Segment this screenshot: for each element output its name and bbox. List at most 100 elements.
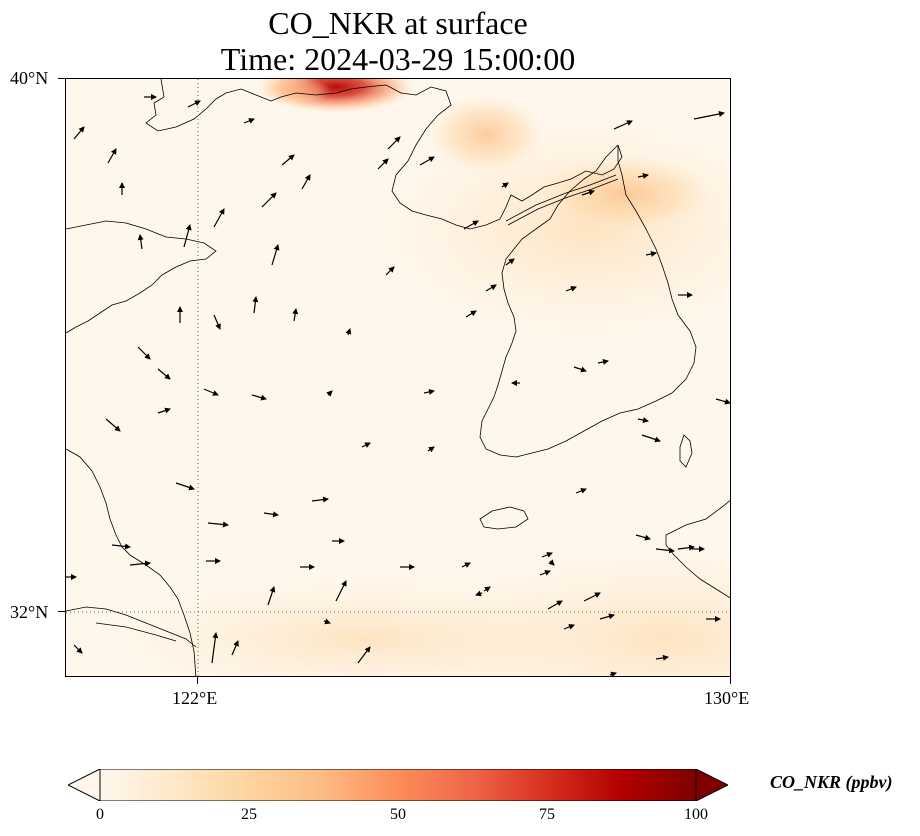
- wind-vector-arrow: [565, 286, 577, 292]
- wind-vector-arrow: [465, 310, 477, 318]
- colorbar-tick-label: 25: [241, 806, 257, 823]
- wind-vector-arrow: [301, 174, 311, 190]
- wind-vector-arrow: [377, 158, 389, 170]
- wind-vector-arrow: [655, 654, 669, 661]
- wind-vector-arrow: [419, 156, 435, 166]
- lon-tick-mark-122e: [197, 677, 198, 684]
- colorbar-gradient: [99, 768, 697, 802]
- wind-vector-arrow: [261, 192, 277, 208]
- wind-vector-arrow: [463, 220, 479, 230]
- colorbar-tick-label: 100: [684, 806, 708, 823]
- wind-vector-arrow: [345, 328, 352, 336]
- colorbar-label: CO_NKR (ppbv): [770, 772, 893, 792]
- wind-vector-arrow: [637, 417, 649, 423]
- concentration-field: [66, 79, 730, 676]
- wind-vector-arrow: [73, 126, 85, 140]
- wind-vector-arrow: [157, 407, 171, 414]
- colorbar-tick-label: 75: [539, 806, 555, 823]
- wind-vector-arrow: [267, 586, 276, 606]
- wind-vector-arrow: [539, 570, 551, 576]
- wind-vector-arrow: [677, 544, 695, 551]
- colorbar-extend-max: [695, 768, 730, 802]
- wind-vector-arrow: [311, 496, 329, 503]
- map-subtitle-time: Time: 2024-03-29 15:00:00: [220, 41, 576, 77]
- wind-vector-arrow: [693, 111, 725, 120]
- wind-vector-arrow: [387, 136, 401, 150]
- wind-vector-arrow: [271, 244, 280, 266]
- wind-vector-arrow: [583, 592, 601, 602]
- wind-vector-arrow: [213, 314, 221, 330]
- wind-vector-arrow: [213, 208, 225, 228]
- wind-vector-arrow: [609, 671, 617, 676]
- wind-vector-arrow: [501, 182, 509, 189]
- wind-vector-arrow: [111, 543, 131, 550]
- wind-vector-arrow: [599, 613, 615, 620]
- wind-vector-arrow: [252, 296, 259, 314]
- wind-vector-arrow: [475, 590, 483, 597]
- wind-vector-arrow: [183, 224, 192, 248]
- wind-vector-arrow: [505, 258, 515, 266]
- gridlines: [66, 79, 730, 676]
- wind-vector-arrow: [263, 511, 279, 518]
- wind-vector-arrow: [292, 308, 299, 322]
- wind-vector-arrow: [485, 284, 497, 292]
- wind-vector-arrow: [715, 398, 730, 405]
- wind-vector-field: [66, 94, 730, 676]
- wind-vector-arrow: [635, 534, 651, 541]
- wind-vector-arrow: [251, 394, 267, 401]
- wind-vector-arrow: [137, 346, 151, 360]
- wind-vector-arrow: [361, 442, 371, 448]
- map-plot-area: [65, 78, 731, 677]
- colorbar-graphic: [66, 768, 730, 802]
- wind-vector-arrow: [427, 446, 435, 453]
- wind-vector-arrow: [547, 600, 563, 610]
- wind-vector-arrow: [207, 521, 229, 528]
- lat-tick-mark-32n: [58, 611, 65, 612]
- wind-vector-arrow: [211, 632, 219, 664]
- lat-tick-label-40n: 40°N: [10, 68, 49, 88]
- wind-vector-arrow: [548, 559, 555, 566]
- wind-vector-arrow: [231, 640, 239, 656]
- wind-vector-arrow: [129, 560, 151, 567]
- wind-vector-arrow: [105, 418, 121, 432]
- wind-vector-arrow: [335, 580, 347, 602]
- wind-vector-arrow: [323, 618, 331, 625]
- wind-vector-arrow: [641, 434, 661, 443]
- wind-vector-arrow: [575, 488, 587, 494]
- coastlines: [66, 79, 730, 676]
- wind-vector-arrow: [157, 368, 171, 380]
- wind-vector-arrow: [483, 586, 491, 593]
- wind-vector-arrow: [461, 562, 471, 568]
- wind-vector-arrow: [243, 118, 255, 124]
- lat-tick-label-32n: 32°N: [10, 602, 49, 622]
- wind-vector-arrow: [175, 482, 195, 491]
- wind-vector-arrow: [645, 251, 657, 257]
- wind-vector-arrow: [655, 547, 675, 554]
- colorbar-tick-label: 50: [390, 806, 406, 823]
- wind-vector-arrow: [597, 359, 609, 365]
- lon-tick-mark-130e: [730, 677, 731, 684]
- wind-vector-arrow: [385, 266, 395, 276]
- colorbar: [66, 768, 730, 802]
- lat-tick-mark-40n: [58, 78, 65, 79]
- wind-vector-arrow: [581, 189, 595, 196]
- wind-vector-arrow: [73, 644, 83, 654]
- wind-vector-arrow: [637, 173, 649, 179]
- map-canvas: [66, 79, 730, 676]
- wind-vector-arrow: [281, 154, 295, 166]
- wind-vector-arrow: [357, 646, 371, 664]
- wind-vector-arrow: [613, 120, 633, 130]
- wind-vector-arrow: [203, 388, 219, 396]
- wind-vector-arrow: [541, 552, 553, 558]
- colorbar-tick-label: 0: [96, 806, 104, 823]
- wind-vector-arrow: [187, 100, 201, 108]
- wind-vector-arrow: [563, 624, 575, 630]
- lon-tick-label-130e: 130°E: [704, 688, 750, 708]
- colorbar-extend-min: [66, 768, 101, 802]
- wind-vector-arrow: [573, 366, 587, 373]
- wind-vector-arrow: [107, 148, 117, 164]
- map-title: CO_NKR at surface: [268, 5, 528, 41]
- wind-vector-arrow: [137, 234, 144, 250]
- wind-vector-arrow: [326, 390, 333, 397]
- wind-vector-arrow: [423, 389, 435, 395]
